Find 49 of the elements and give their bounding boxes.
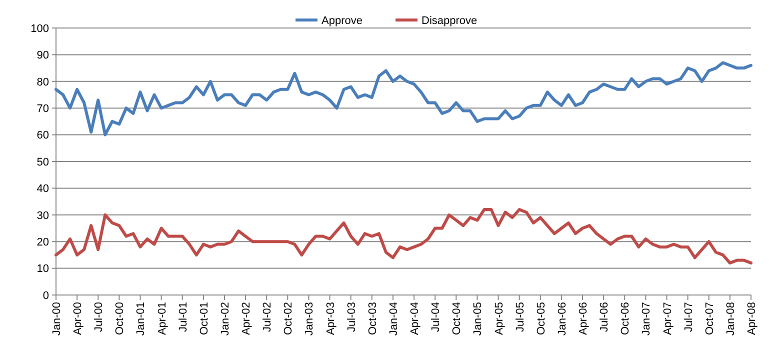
x-tick-label: Apr-02 [240, 302, 253, 336]
x-tick-label: Jan-01 [135, 302, 148, 336]
y-tick-label: 100 [30, 22, 49, 35]
x-tick-label: Oct-06 [620, 302, 632, 336]
x-tick-label: Jul-06 [598, 302, 611, 332]
y-tick-label: 50 [36, 156, 49, 168]
x-tick-label: Apr-01 [156, 302, 168, 336]
y-tick-label: 30 [36, 210, 49, 222]
x-tick-label: Oct-04 [451, 302, 464, 336]
x-tick-label: Jan-05 [472, 302, 484, 336]
x-tick-label: Jan-03 [304, 302, 316, 336]
x-tick-label: Oct-07 [704, 302, 716, 336]
y-tick-label: 10 [36, 263, 49, 276]
x-tick-label: Jan-08 [724, 302, 737, 336]
y-tick-label: 40 [36, 183, 49, 196]
legend-label: Disapprove [422, 14, 478, 27]
y-tick-label: 90 [36, 50, 49, 62]
x-tick-label: Apr-05 [493, 302, 506, 336]
x-tick-label: Jul-04 [430, 302, 442, 332]
y-tick-label: 20 [36, 236, 49, 248]
x-tick-label: Oct-01 [198, 302, 210, 336]
x-tick-label: Jan-04 [388, 302, 400, 336]
x-tick-label: Jul-00 [93, 302, 106, 332]
x-tick-label: Apr-00 [72, 302, 84, 336]
line-series [54, 61, 752, 136]
y-tick-label: 60 [36, 130, 49, 142]
y-tick-label: 0 [42, 290, 49, 302]
x-tick-label: Jan-06 [556, 302, 568, 336]
x-tick-label: Oct-05 [535, 302, 548, 336]
x-tick-label: Jul-07 [682, 302, 695, 332]
x-tick-label: Jul-05 [514, 302, 526, 332]
x-tick-label: Jan-00 [51, 302, 63, 336]
x-tick-label: Apr-06 [578, 302, 590, 336]
y-tick-label: 80 [36, 76, 49, 88]
x-tick-label: Apr-03 [324, 302, 337, 336]
x-tick-label: Jul-01 [177, 302, 190, 332]
line-series [54, 208, 752, 264]
x-tick-label: Apr-07 [662, 302, 674, 336]
x-tick-label: Apr-08 [746, 302, 758, 336]
x-tick-label: Oct-03 [366, 302, 379, 336]
x-tick-label: Jul-02 [262, 302, 274, 332]
x-tick-label: Jan-02 [219, 302, 232, 336]
x-tick-label: Jan-07 [640, 302, 653, 336]
legend-label: Approve [322, 14, 362, 27]
x-tick-label: Oct-00 [114, 302, 126, 336]
x-tick-label: Apr-04 [409, 302, 422, 336]
y-tick-label: 70 [36, 102, 49, 115]
x-tick-label: Oct-02 [282, 302, 295, 336]
x-tick-label: Jul-03 [346, 302, 358, 332]
